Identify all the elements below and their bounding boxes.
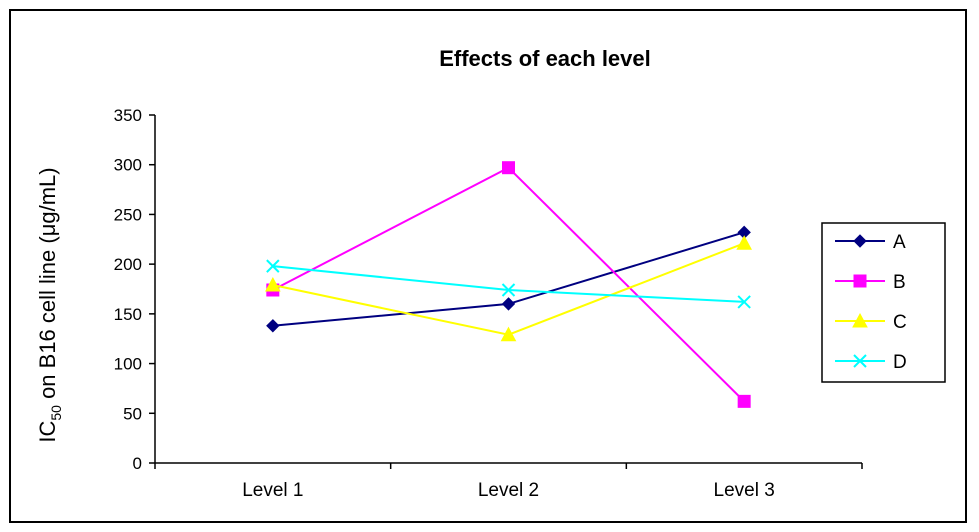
- x-tick-label: Level 3: [714, 480, 775, 501]
- series-c-point: [264, 276, 281, 292]
- series-layer: [264, 161, 753, 408]
- chart-title: Effects of each level: [439, 46, 651, 71]
- series-d: [266, 259, 751, 309]
- series-d-point-stroke: [266, 259, 280, 273]
- legend-swatch-marker: [852, 312, 868, 328]
- series-d-point: [266, 259, 280, 273]
- series-a-line: [272, 231, 745, 327]
- y-tick-label: 0: [133, 454, 142, 473]
- y-axis-label-subscript: 50: [48, 405, 64, 421]
- y-axis-label: IC50 on B16 cell line (μg/mL): [35, 167, 64, 442]
- axes: 0 50 100 150 200 250 300 350 Level 1 Level 2 Level…: [114, 106, 863, 501]
- legend-swatch-marker: [853, 234, 867, 248]
- y-tick-label: 200: [114, 255, 142, 274]
- x-tick-label: Level 1: [242, 480, 303, 501]
- legend-label: A: [893, 232, 906, 253]
- series-c: [264, 235, 753, 342]
- y-tick-label: 50: [123, 404, 142, 423]
- series-d-point: [501, 283, 516, 297]
- series-b-point: [502, 161, 515, 175]
- legend-swatch-marker: [853, 354, 867, 368]
- y-axis-label-suffix: on B16 cell line (μg/mL): [35, 167, 60, 405]
- legend-item-a: A: [835, 232, 906, 253]
- series-c-point: [500, 326, 517, 342]
- series-d-point: [737, 295, 751, 309]
- series-c-point: [736, 235, 753, 250]
- y-tick-label: 150: [114, 305, 142, 324]
- x-tick-label: Level 2: [478, 480, 539, 501]
- y-tick-label: 250: [114, 205, 142, 224]
- series-a-point: [501, 297, 516, 311]
- legend-swatch-marker-stroke: [853, 354, 867, 368]
- legend-label: C: [893, 312, 907, 333]
- legend-item-c: C: [835, 312, 907, 333]
- y-tick-label: 350: [114, 106, 142, 125]
- legend-swatch-marker: [853, 274, 867, 288]
- series-a: [266, 225, 751, 333]
- y-tick-label: 300: [114, 156, 142, 175]
- chart-frame: [9, 9, 967, 523]
- series-a-point: [266, 319, 280, 333]
- legend-box: [821, 222, 946, 383]
- series-b-line: [272, 166, 745, 403]
- series-b: [266, 161, 751, 408]
- legend-label: D: [893, 352, 907, 373]
- y-axis-label-prefix: IC: [35, 421, 60, 443]
- y-tick-label: 100: [114, 355, 142, 374]
- series-d-point-stroke: [737, 295, 751, 309]
- legend-item-b: B: [835, 272, 906, 293]
- legend-label: B: [893, 272, 906, 293]
- series-d-point-stroke: [501, 283, 516, 297]
- legend-item-d: D: [835, 352, 907, 373]
- series-b-point: [737, 394, 751, 408]
